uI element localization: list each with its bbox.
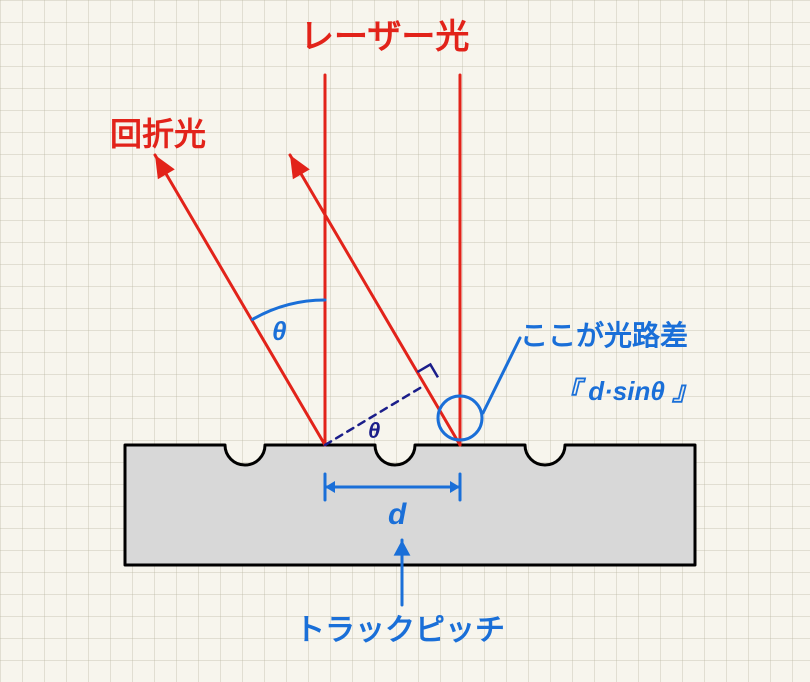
label-d: d: [388, 498, 407, 531]
substrate: [125, 445, 695, 565]
label-diffracted: 回折光: [110, 116, 206, 152]
label-laser: レーザー光: [300, 18, 469, 56]
label-opt_path_1: ここが光路差: [520, 319, 688, 351]
label-opt_path_2a: 『 d·sinθ 』: [555, 376, 698, 406]
label-theta2: θ: [368, 418, 380, 443]
diffracted-ray: [155, 155, 325, 445]
label-track_pitch: トラックピッチ: [295, 614, 505, 647]
diffracted-ray-arrowhead: [290, 155, 310, 179]
theta-arc: [253, 300, 326, 319]
label-theta1: θ: [272, 316, 287, 346]
diffraction-diagram: レーザー光回折光 θ θ d ここが光路差『 d·sinθ 』トラックピッチ: [0, 0, 810, 682]
diffracted-ray-arrowhead: [155, 155, 175, 179]
annotation-leader: [483, 338, 520, 413]
